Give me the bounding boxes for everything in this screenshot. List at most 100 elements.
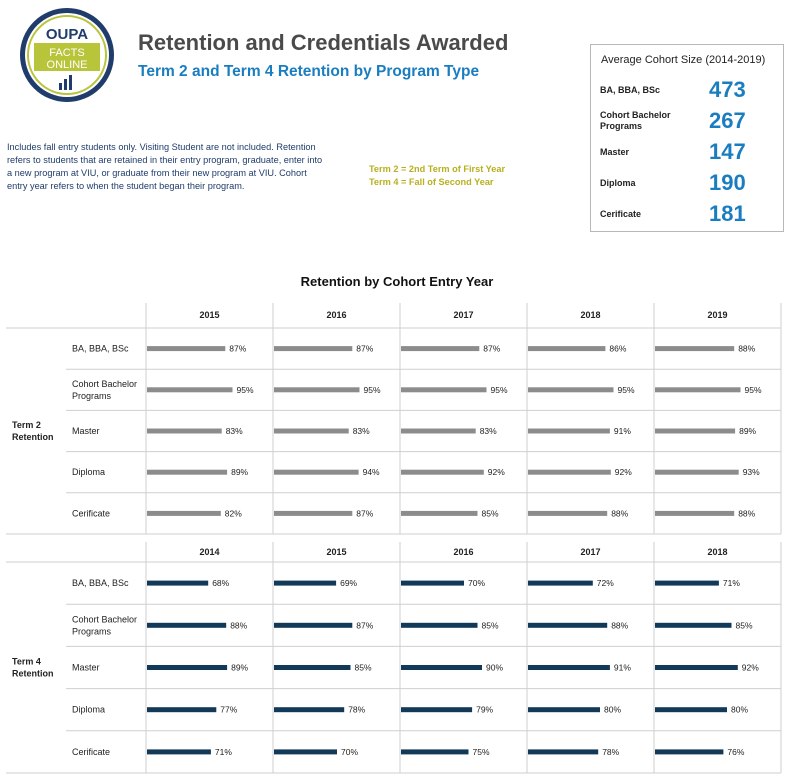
bar [147, 580, 209, 586]
category-label: Master [72, 663, 100, 673]
term-label: Term 2 [12, 420, 41, 430]
chart-title: Retention by Cohort Entry Year [300, 274, 494, 289]
cohort-value: 190 [709, 170, 746, 195]
data-label: 95% [364, 385, 381, 395]
term-definitions: Term 2 = 2nd Term of First Year Term 4 =… [369, 163, 505, 188]
bar [655, 580, 719, 586]
bar [401, 622, 478, 628]
data-label: 83% [353, 426, 370, 436]
data-label: 88% [230, 620, 247, 630]
bar [147, 749, 211, 755]
bar [274, 707, 345, 713]
data-label: 76% [727, 747, 744, 757]
bar [401, 510, 478, 516]
bar [655, 622, 732, 628]
data-label: 70% [341, 747, 358, 757]
data-label: 87% [356, 620, 373, 630]
bar [528, 580, 593, 586]
data-label: 80% [604, 705, 621, 715]
bar [401, 707, 473, 713]
category-label: BA, BBA, BSc [72, 578, 129, 588]
category-label: Master [72, 426, 100, 436]
cohort-row: Master 147 [591, 137, 783, 167]
cohort-row: Cohort Bachelor Programs 267 [591, 106, 783, 136]
cohort-row: BA, BBA, BSc 473 [591, 75, 783, 105]
data-label: 71% [723, 578, 740, 588]
cohort-label: Master [600, 146, 630, 157]
data-label: 69% [340, 578, 357, 588]
bar [401, 469, 484, 475]
bar [401, 749, 469, 755]
bar [528, 387, 614, 393]
bar [528, 346, 606, 352]
category-label: Programs [72, 391, 112, 401]
bar [147, 428, 222, 434]
data-label: 80% [731, 705, 748, 715]
bar [147, 346, 226, 352]
data-label: 92% [615, 467, 632, 477]
data-label: 95% [237, 385, 254, 395]
cohort-label: Cohort Bachelor Programs [600, 110, 671, 131]
cohort-label: Cerificate [600, 208, 642, 219]
term2-definition: Term 2 = 2nd Term of First Year [369, 164, 506, 174]
bar [401, 428, 476, 434]
term4-definition: Term 4 = Fall of Second Year [369, 176, 494, 187]
data-label: 68% [212, 578, 229, 588]
bar [528, 428, 610, 434]
data-label: 87% [229, 344, 246, 354]
bar [655, 469, 739, 475]
bar [401, 665, 482, 670]
data-label: 86% [609, 344, 626, 354]
bar [655, 428, 736, 434]
data-label: 71% [215, 747, 232, 757]
data-label: 95% [745, 385, 762, 395]
category-label: Programs [72, 626, 112, 636]
category-label: Cohort Bachelor [72, 379, 137, 389]
year-tick-label: 2019 [707, 310, 727, 320]
term-label: Retention [12, 669, 54, 679]
cohort-row: Diploma 190 [591, 168, 783, 198]
oupa-facts-online-logo: OUPA FACTS ONLINE [12, 5, 122, 105]
data-label: 70% [468, 578, 485, 588]
bar [274, 665, 351, 670]
bar [274, 346, 353, 352]
cohort-value: 267 [709, 108, 746, 133]
bar [274, 749, 337, 755]
bar [401, 580, 464, 586]
methodology-note: Includes fall entry students only. Visit… [7, 142, 323, 191]
year-tick-label: 2014 [199, 547, 219, 557]
cohort-label: Diploma [600, 177, 636, 188]
bar [528, 749, 599, 755]
bar [274, 622, 353, 628]
bar [655, 665, 738, 670]
data-label: 85% [736, 620, 753, 630]
logo-line1: OUPA [46, 26, 88, 43]
year-tick-label: 2016 [326, 310, 346, 320]
data-label: 88% [611, 508, 628, 518]
bar [274, 428, 349, 434]
bar [147, 665, 228, 670]
bar [274, 469, 359, 475]
data-label: 88% [738, 508, 755, 518]
data-label: 87% [483, 344, 500, 354]
category-label: Cerificate [72, 508, 110, 518]
bar [401, 387, 487, 393]
data-label: 89% [231, 467, 248, 477]
data-label: 89% [231, 663, 248, 673]
cohort-label: BA, BBA, BSc [600, 84, 661, 95]
data-label: 93% [743, 467, 760, 477]
data-label: 72% [597, 578, 614, 588]
year-tick-label: 2015 [326, 547, 346, 557]
term-label: Retention [12, 432, 54, 442]
data-label: 75% [473, 747, 490, 757]
page-title: Retention and Credentials Awarded [138, 30, 509, 55]
bar [655, 510, 735, 516]
year-tick-label: 2017 [580, 547, 600, 557]
bar [147, 387, 233, 393]
data-label: 85% [482, 620, 499, 630]
data-label: 94% [363, 467, 380, 477]
logo-line3: ONLINE [47, 59, 88, 71]
bar [655, 346, 735, 352]
data-label: 92% [488, 467, 505, 477]
category-label: Diploma [72, 705, 105, 715]
